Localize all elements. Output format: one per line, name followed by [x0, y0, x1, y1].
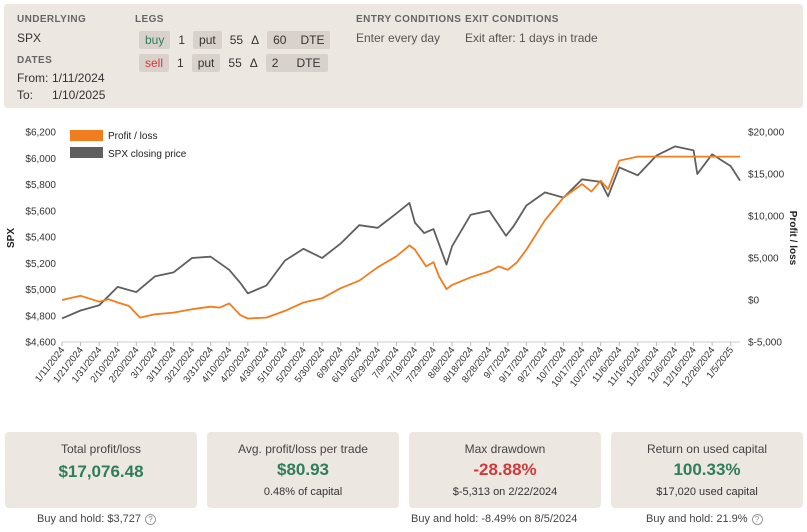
legs-label: LEGS: [135, 14, 164, 25]
left-tick-label: $5,200: [25, 259, 56, 270]
left-tick-label: $5,400: [25, 233, 56, 244]
leg-dte-value: 60: [273, 33, 287, 47]
x-axis-ticks: 1/11/20241/21/20241/31/20242/10/20242/20…: [33, 342, 736, 389]
left-axis-title: SPX: [6, 228, 17, 248]
right-axis-ticks: $-5,000 $0 $5,000 $10,000 $15,000 $20,000: [748, 128, 785, 349]
card-avg-pnl: Avg. profit/loss per trade $80.93 0.48% …: [207, 432, 399, 508]
leg-delta: 55: [228, 56, 242, 70]
legend-swatch-spx: [70, 147, 103, 158]
leg-dte: 2 DTE: [265, 54, 329, 72]
entry-conditions-value: Enter every day: [356, 31, 441, 45]
right-tick-label: $15,000: [748, 170, 785, 181]
from-date: 1/11/2024: [52, 71, 105, 85]
left-tick-label: $5,800: [25, 180, 56, 191]
card-title: Total profit/loss: [60, 442, 142, 456]
card-title: Avg. profit/loss per trade: [238, 442, 368, 456]
buy-hold-text: Buy and hold: -8.49% on 8/5/2024: [411, 513, 578, 525]
from-label: From:: [17, 71, 49, 85]
left-tick-label: $6,000: [25, 154, 56, 165]
delta-symbol: Δ: [249, 56, 258, 70]
right-tick-label: $20,000: [748, 128, 785, 139]
exit-conditions-value: Exit after: 1 days in trade: [465, 31, 598, 45]
card-max-drawdown: Max drawdown -28.88% $-5,313 on 2/22/202…: [409, 432, 601, 508]
card-return-capital: Return on used capital 100.33% $17,020 u…: [611, 432, 803, 508]
card-title: Max drawdown: [464, 442, 546, 456]
legend-label-spx: SPX closing price: [108, 149, 187, 160]
buy-hold-text: Buy and hold: $3,727: [37, 513, 141, 525]
leg-row-buy: buy 1 put 55 Δ 60 DTE: [139, 30, 331, 50]
leg-qty: 1: [178, 33, 186, 47]
card-title: Return on used capital: [646, 442, 768, 456]
leg-dte: 60 DTE: [267, 31, 331, 49]
leg-side: sell: [139, 54, 170, 72]
card-value: $17,076.48: [58, 462, 144, 481]
card-total-pnl: Total profit/loss $17,076.48: [5, 432, 197, 508]
leg-dte-label: DTE: [300, 33, 325, 47]
card-subtext: 0.48% of capital: [263, 486, 343, 498]
to-label: To:: [17, 88, 34, 102]
card-subtext: $-5,313 on 2/22/2024: [452, 486, 558, 498]
exit-conditions-label: EXIT CONDITIONS: [465, 14, 559, 25]
leg-qty: 1: [177, 56, 184, 70]
leg-type: put: [191, 54, 221, 72]
leg-delta: 55: [229, 33, 244, 47]
leg-type: put: [193, 31, 222, 49]
left-tick-label: $6,200: [25, 128, 56, 139]
card-value: $80.93: [277, 460, 329, 479]
buy-hold-text: Buy and hold: 21.9%: [646, 513, 748, 525]
leg-side: buy: [139, 31, 171, 49]
leg-dte-label: DTE: [296, 56, 321, 70]
underlying-value: SPX: [17, 31, 42, 45]
leg-dte-value: 2: [271, 56, 279, 70]
card-value: 100.33%: [673, 460, 741, 479]
settings-panel: UNDERLYING SPX DATES From: 1/11/2024 To:…: [4, 4, 803, 108]
leg-row-sell: sell 1 put 55 Δ 2 DTE: [139, 53, 329, 73]
chart-series: [61, 145, 741, 320]
card-value: -28.88%: [473, 460, 537, 479]
pnl-spx-chart: $4,600 $4,800 $5,000 $5,200 $5,400 $5,600 $5,8…: [6, 128, 798, 390]
left-tick-label: $4,600: [25, 338, 56, 349]
right-tick-label: $0: [748, 296, 760, 307]
right-tick-label: $5,000: [748, 254, 779, 265]
left-tick-label: $5,600: [25, 206, 56, 217]
delta-symbol: Δ: [251, 33, 260, 47]
left-tick-label: $4,800: [25, 311, 56, 322]
underlying-label: UNDERLYING: [17, 14, 87, 25]
right-axis-title: Profit / loss: [787, 211, 798, 266]
left-tick-label: $5,000: [25, 285, 56, 296]
question-circle-icon[interactable]: ?: [751, 513, 763, 525]
dates-label: DATES: [17, 55, 53, 66]
to-date: 1/10/2025: [52, 88, 106, 102]
spx-close-line: [61, 145, 741, 320]
right-tick-label: $10,000: [748, 212, 785, 223]
buy-hold-pnl: Buy and hold: $3,727 ?: [37, 513, 156, 525]
right-tick-label: $-5,000: [748, 338, 782, 349]
buy-hold-return: Buy and hold: 21.9% ?: [646, 513, 763, 525]
card-subtext: $17,020 used capital: [656, 486, 758, 498]
legend-label-profit: Profit / loss: [108, 131, 157, 142]
question-circle-icon[interactable]: ?: [144, 513, 156, 525]
entry-conditions-label: ENTRY CONDITIONS: [356, 14, 462, 25]
buy-hold-drawdown: Buy and hold: -8.49% on 8/5/2024: [411, 513, 577, 525]
chart-legend: Profit / loss SPX closing price: [70, 130, 187, 160]
legend-swatch-profit: [70, 130, 103, 141]
profit-loss-line: [61, 155, 740, 320]
left-axis-ticks: $4,600 $4,800 $5,000 $5,200 $5,400 $5,600 $5,8…: [25, 128, 56, 349]
